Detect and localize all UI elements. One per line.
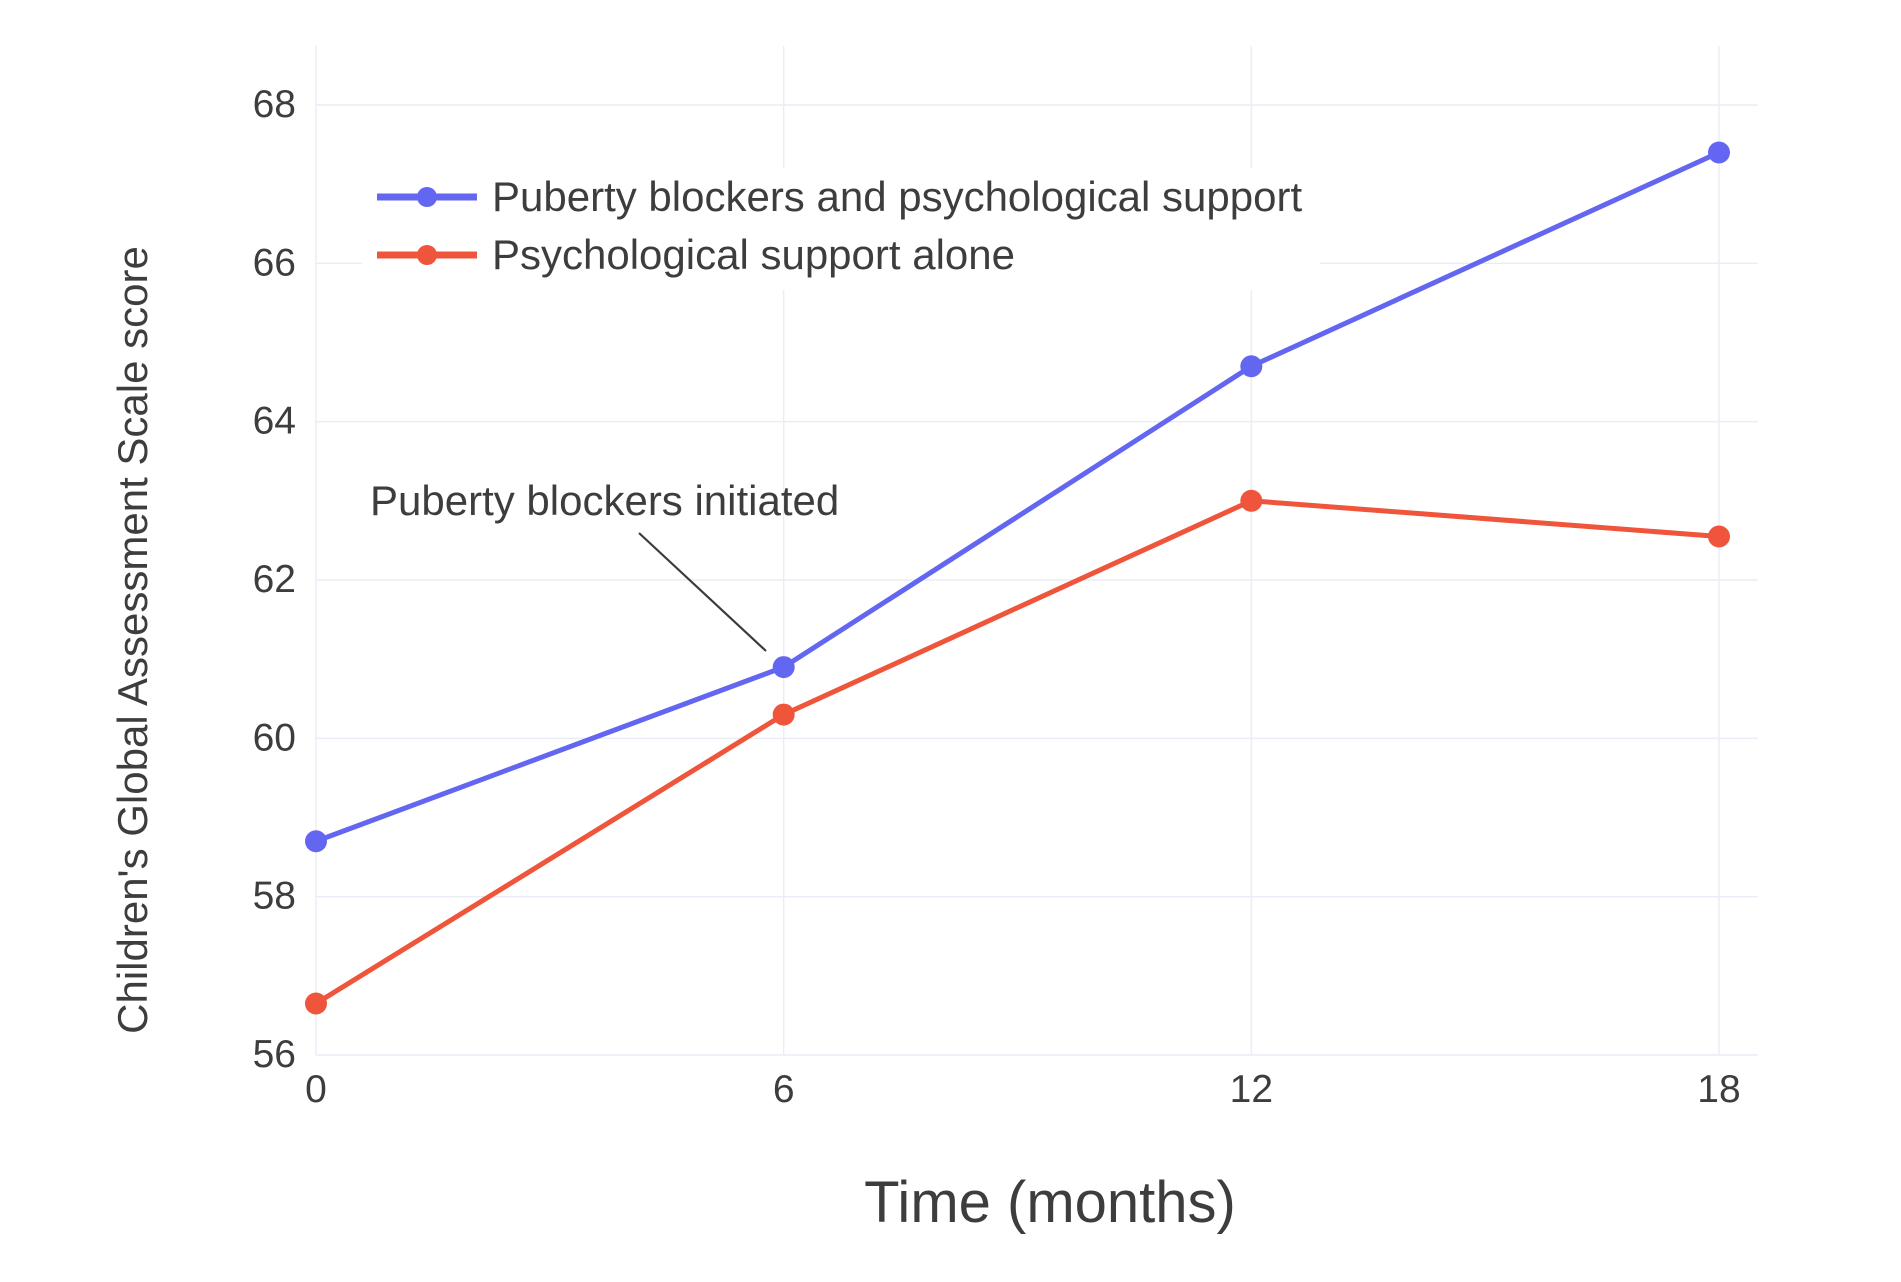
svg-text:64: 64 bbox=[253, 400, 296, 443]
svg-text:6: 6 bbox=[773, 1068, 795, 1111]
svg-text:0: 0 bbox=[305, 1068, 327, 1111]
svg-text:18: 18 bbox=[1697, 1068, 1740, 1111]
svg-text:60: 60 bbox=[253, 716, 296, 759]
svg-text:58: 58 bbox=[253, 875, 296, 918]
svg-text:66: 66 bbox=[253, 241, 296, 284]
svg-text:Puberty blockers initiated: Puberty blockers initiated bbox=[370, 477, 839, 524]
svg-text:Puberty blockers and psycholog: Puberty blockers and psychological suppo… bbox=[492, 173, 1302, 220]
svg-text:68: 68 bbox=[253, 83, 296, 126]
svg-text:Time (months): Time (months) bbox=[864, 1170, 1236, 1235]
svg-text:62: 62 bbox=[253, 558, 296, 601]
svg-text:Psychological support alone: Psychological support alone bbox=[492, 231, 1015, 278]
svg-text:56: 56 bbox=[253, 1033, 296, 1076]
svg-text:12: 12 bbox=[1230, 1068, 1273, 1111]
svg-text:Children's Global Assessment S: Children's Global Assessment Scale score bbox=[109, 246, 156, 1034]
